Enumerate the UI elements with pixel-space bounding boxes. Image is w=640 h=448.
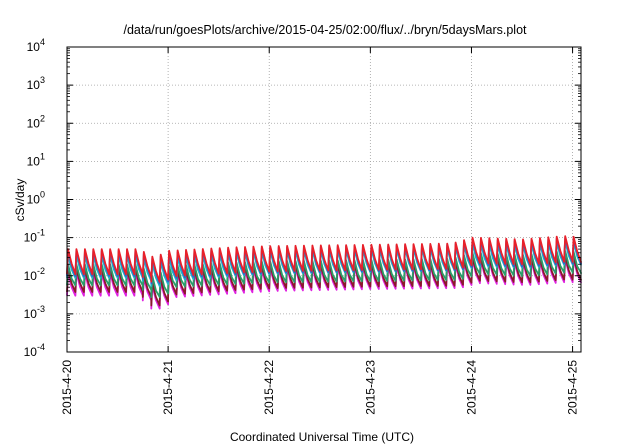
y-tick-label: 101 — [27, 151, 45, 168]
x-tick-labels: 2015-4-20 2015-4-21 2015-4-22 2015-4-23 2015… — [60, 360, 580, 415]
y-tick-label: 10-2 — [24, 266, 45, 283]
x-tick-label: 2015-4-22 — [262, 360, 276, 415]
y-tick-label: 104 — [27, 37, 45, 54]
series-line — [66, 235, 582, 283]
plot-frame — [66, 46, 582, 353]
x-axis-label: Coordinated Universal Time (UTC) — [230, 430, 414, 444]
y-tick-label: 10-3 — [24, 304, 45, 321]
y-axis-label: cSv/day — [13, 179, 27, 222]
x-tick-label: 2015-4-20 — [60, 360, 74, 415]
x-tick-label: 2015-4-25 — [566, 360, 580, 415]
y-tick-label: 100 — [27, 190, 45, 207]
y-tick-label: 10-1 — [24, 228, 45, 245]
chart-title: /data/run/goesPlots/archive/2015-04-25/0… — [123, 23, 527, 37]
x-tick-label: 2015-4-21 — [161, 360, 175, 415]
y-tick-label: 10-4 — [24, 342, 45, 359]
grid — [67, 47, 581, 352]
y-tick-label: 102 — [27, 113, 45, 130]
x-tick-label: 2015-4-23 — [363, 360, 377, 415]
x-tick-label: 2015-4-24 — [464, 360, 478, 415]
y-tick-label: 103 — [27, 75, 45, 92]
series-group — [66, 235, 582, 310]
y-tick-labels: 10-4 10-3 10-2 10-1 100 101 102 103 104 — [24, 37, 45, 359]
axis-ticks — [66, 46, 581, 353]
